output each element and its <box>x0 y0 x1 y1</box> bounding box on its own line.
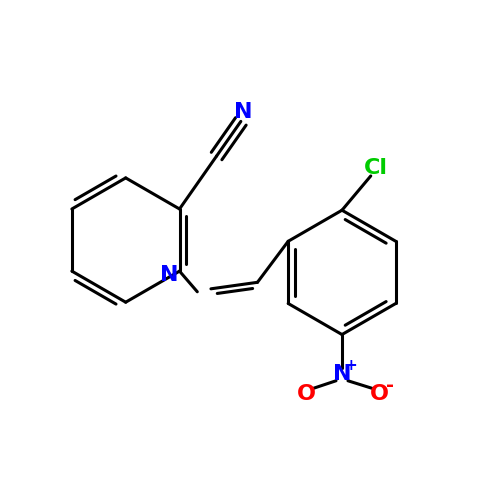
Text: +: + <box>344 358 358 374</box>
Text: O: O <box>370 384 389 404</box>
Text: N: N <box>332 364 351 384</box>
Text: N: N <box>234 102 252 122</box>
Text: O: O <box>296 384 316 404</box>
Text: Cl: Cl <box>364 158 388 178</box>
Text: N: N <box>160 265 179 285</box>
Text: -: - <box>386 376 394 394</box>
